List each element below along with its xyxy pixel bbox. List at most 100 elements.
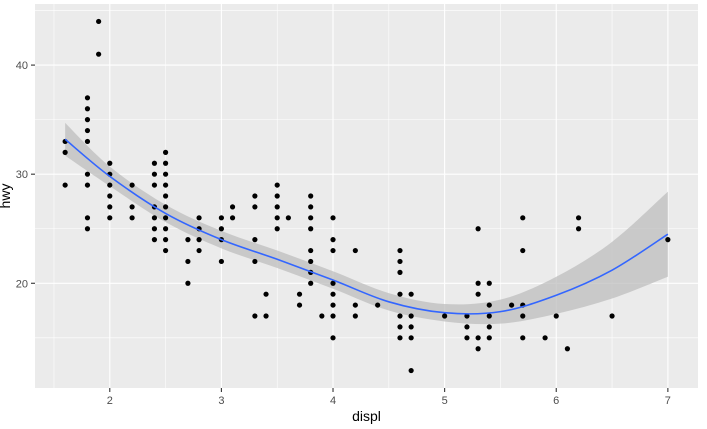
data-point [509,302,515,308]
y-tick-label: 20 [16,278,28,290]
data-point [107,160,113,166]
data-point [107,215,113,221]
data-point [218,258,224,265]
data-point [330,215,336,221]
data-point [486,313,492,319]
data-point [352,247,358,254]
data-point [442,313,448,319]
data-point [252,258,258,265]
data-point [330,280,336,286]
data-point [319,313,325,319]
data-point [151,237,158,243]
data-point [520,247,526,254]
x-axis-title: displ [352,408,381,424]
data-point [274,226,280,232]
data-point [564,346,571,352]
data-point [84,138,91,145]
x-tick-label: 2 [107,395,113,407]
data-point [162,171,169,177]
data-point [62,149,68,155]
data-point [609,313,615,319]
data-point [84,127,91,134]
data-point [252,237,258,243]
data-point [84,226,91,232]
axis-tick-labels: 2 3 4 5 6 7 20 30 40 [16,60,671,407]
data-point [308,226,314,232]
data-point [375,302,381,308]
data-point [162,182,169,188]
data-point [62,182,68,188]
data-point [129,215,135,221]
data-point [162,237,169,243]
data-point [107,204,113,210]
data-point [229,204,236,210]
data-point [252,313,258,319]
data-point [162,193,169,199]
data-point [84,117,91,123]
data-point [330,335,336,341]
data-point [218,215,224,221]
data-point [252,204,258,210]
data-point [665,237,671,243]
data-point [520,313,526,319]
data-point [330,302,336,308]
data-point [129,182,135,188]
data-point [308,204,314,210]
data-point [464,313,470,319]
data-point [263,313,269,319]
data-point [542,335,548,341]
data-point [218,226,224,232]
data-point [397,247,403,254]
data-point [553,313,559,319]
data-point [274,182,280,188]
data-point [520,335,526,341]
data-point [308,280,314,286]
data-point [475,280,481,286]
data-point [274,204,280,210]
data-point [397,324,403,330]
data-point [475,335,481,341]
data-point [196,247,202,254]
smooth-line-layer [64,138,669,315]
axis-ticks [31,64,669,392]
data-point [486,302,492,308]
data-point [84,106,91,112]
data-point [296,302,303,308]
data-point [575,226,582,232]
x-tick-label: 6 [553,395,559,407]
data-point [229,215,236,221]
data-point [330,291,336,297]
data-point [352,302,358,308]
data-point [107,193,113,199]
y-tick-label: 40 [16,60,28,72]
data-point [408,313,414,319]
data-point [520,215,526,221]
data-point [308,247,314,254]
data-point [486,280,492,286]
data-point [296,291,303,297]
data-point [308,215,314,221]
data-point [84,95,91,101]
data-point [285,215,291,221]
data-point [84,215,91,221]
data-point [162,226,169,232]
data-point [475,226,481,232]
data-point [397,313,403,319]
x-tick-label: 5 [442,395,448,407]
data-point [162,204,169,210]
data-point [330,247,336,254]
data-point [486,335,492,341]
data-point [397,291,403,297]
data-point [185,237,191,243]
x-tick-label: 7 [665,395,671,407]
data-point [185,258,191,265]
data-point [486,324,492,330]
data-point [330,313,336,319]
data-point [397,269,403,275]
data-point [475,291,481,297]
data-point [274,215,280,221]
data-point [397,258,403,265]
data-point [352,313,358,319]
y-axis-title: hwy [0,184,13,209]
